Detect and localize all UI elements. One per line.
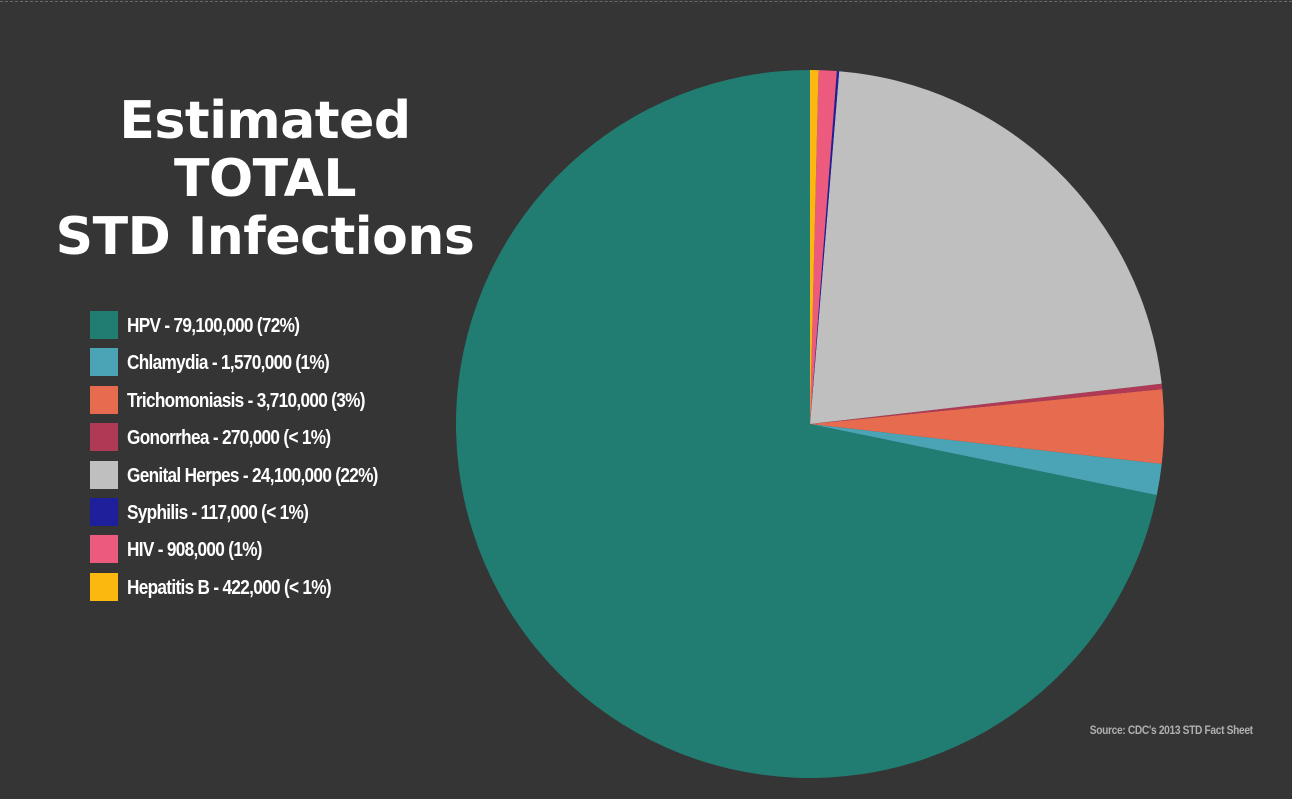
chart-title-line-2: STD Infections	[55, 207, 475, 267]
legend-swatch-hiv	[90, 535, 118, 564]
legend-label-syphilis: Syphilis - 117,000 (< 1%)	[127, 501, 309, 524]
pie-slice-genital-herpes	[810, 71, 1162, 424]
pie-slice-hpv	[455, 69, 1157, 778]
legend-item-hepatitis-b: Hepatitis B - 422,000 (< 1%)	[90, 572, 430, 610]
chart-title: Estimated TOTAL STD Infections	[30, 92, 500, 266]
legend-swatch-hepatitis-b	[90, 572, 118, 601]
pie-slice-gonorrhea	[810, 383, 1163, 424]
legend-item-gonorrhea: Gonorrhea - 270,000 (< 1%)	[90, 423, 430, 460]
legend-item-genital-herpes: Genital Herpes - 24,100,000 (22%)	[90, 460, 430, 498]
legend-swatch-hpv	[90, 311, 118, 339]
source-note: Source: CDC's 2013 STD Fact Sheet	[1090, 723, 1253, 737]
legend-label-gonorrhea: Gonorrhea - 270,000 (< 1%)	[127, 427, 331, 450]
pie-slice-chlamydia	[810, 424, 1162, 496]
legend-item-chlamydia: Chlamydia - 1,570,000 (1%)	[90, 348, 430, 385]
pie-slice-hiv	[810, 70, 837, 424]
legend-swatch-genital-herpes	[90, 460, 118, 489]
pie-slice-trichomoniasis	[810, 389, 1164, 464]
legend-label-trichomoniasis: Trichomoniasis - 3,710,000 (3%)	[127, 389, 365, 412]
legend-swatch-chlamydia	[90, 348, 118, 377]
pie-slice-hepatitis-b	[810, 69, 819, 424]
legend-item-hpv: HPV - 79,100,000 (72%)	[90, 311, 430, 348]
legend-label-hiv: HIV - 908,000 (1%)	[127, 539, 263, 562]
legend-label-hpv: HPV - 79,100,000 (72%)	[127, 315, 300, 337]
legend-swatch-trichomoniasis	[90, 385, 118, 414]
legend-swatch-syphilis	[90, 497, 118, 526]
chart-title-line-1: Estimated TOTAL	[119, 91, 411, 209]
top-divider	[0, 1, 1292, 2]
pie-slice-syphilis	[810, 71, 840, 425]
legend-item-trichomoniasis: Trichomoniasis - 3,710,000 (3%)	[90, 385, 430, 423]
legend-swatch-gonorrhea	[90, 423, 118, 452]
chart-legend: HPV - 79,100,000 (72%) Chlamydia - 1,570,…	[90, 311, 430, 610]
legend-label-chlamydia: Chlamydia - 1,570,000 (1%)	[127, 352, 330, 375]
legend-label-hepatitis-b: Hepatitis B - 422,000 (< 1%)	[127, 576, 332, 599]
legend-label-genital-herpes: Genital Herpes - 24,100,000 (22%)	[127, 464, 378, 487]
legend-item-syphilis: Syphilis - 117,000 (< 1%)	[90, 497, 430, 535]
legend-item-hiv: HIV - 908,000 (1%)	[90, 535, 430, 572]
